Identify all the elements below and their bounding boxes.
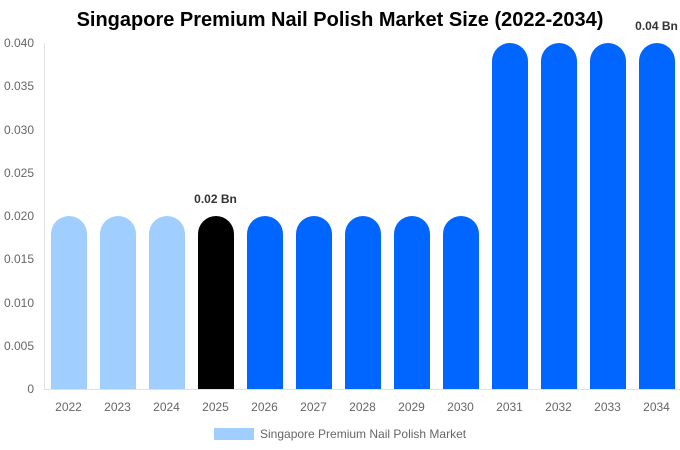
data-label: 0.02 Bn: [194, 192, 237, 206]
x-tick-label: 2028: [349, 400, 376, 414]
bar-2027[interactable]: [295, 216, 332, 389]
x-tick-label: 2026: [251, 400, 278, 414]
bar-2024[interactable]: [148, 216, 185, 389]
y-tick-label: 0.020: [3, 209, 34, 223]
bar-2030[interactable]: [442, 216, 479, 389]
y-tick-label: 0.040: [3, 36, 34, 50]
legend[interactable]: Singapore Premium Nail Polish Market: [214, 427, 466, 441]
bar-2026[interactable]: [246, 216, 283, 389]
bar-2022[interactable]: [50, 216, 87, 389]
x-tick-label: 2022: [55, 400, 82, 414]
x-tick-label: 2033: [594, 400, 621, 414]
y-tick-label: 0.015: [3, 252, 34, 267]
bar-2033[interactable]: [589, 43, 626, 389]
bar-2032[interactable]: [540, 43, 577, 389]
data-label: 0.04 Bn: [635, 19, 678, 33]
y-tick-label: 0.035: [3, 79, 34, 94]
y-tick-label: 0.010: [3, 295, 34, 310]
bar-2025[interactable]: [197, 216, 234, 389]
bar-2028[interactable]: [344, 216, 381, 389]
y-tick-label: 0.005: [3, 338, 34, 353]
y-axis-line: [44, 43, 45, 389]
chart-title: Singapore Premium Nail Polish Market Siz…: [76, 9, 604, 31]
bar-2029[interactable]: [393, 216, 430, 389]
y-tick-label: 0: [27, 382, 34, 396]
x-tick-label: 2029: [398, 400, 425, 414]
x-tick-label: 2030: [447, 400, 474, 414]
y-tick-label: 0.030: [3, 122, 34, 137]
legend-label: Singapore Premium Nail Polish Market: [260, 427, 467, 441]
x-tick-label: 2027: [300, 400, 327, 414]
x-tick-label: 2023: [104, 400, 131, 414]
x-tick-label: 2025: [202, 400, 229, 414]
bar-2031[interactable]: [491, 43, 528, 389]
bar-2034[interactable]: [638, 43, 675, 389]
y-tick-label: 0.025: [3, 165, 34, 180]
bar-2023[interactable]: [99, 216, 136, 389]
x-tick-label: 2032: [545, 400, 572, 414]
x-tick-label: 2024: [153, 400, 180, 414]
x-axis-line: [44, 389, 680, 390]
legend-swatch: [214, 428, 254, 440]
x-tick-label: 2031: [496, 400, 523, 414]
x-tick-label: 2034: [643, 400, 670, 414]
